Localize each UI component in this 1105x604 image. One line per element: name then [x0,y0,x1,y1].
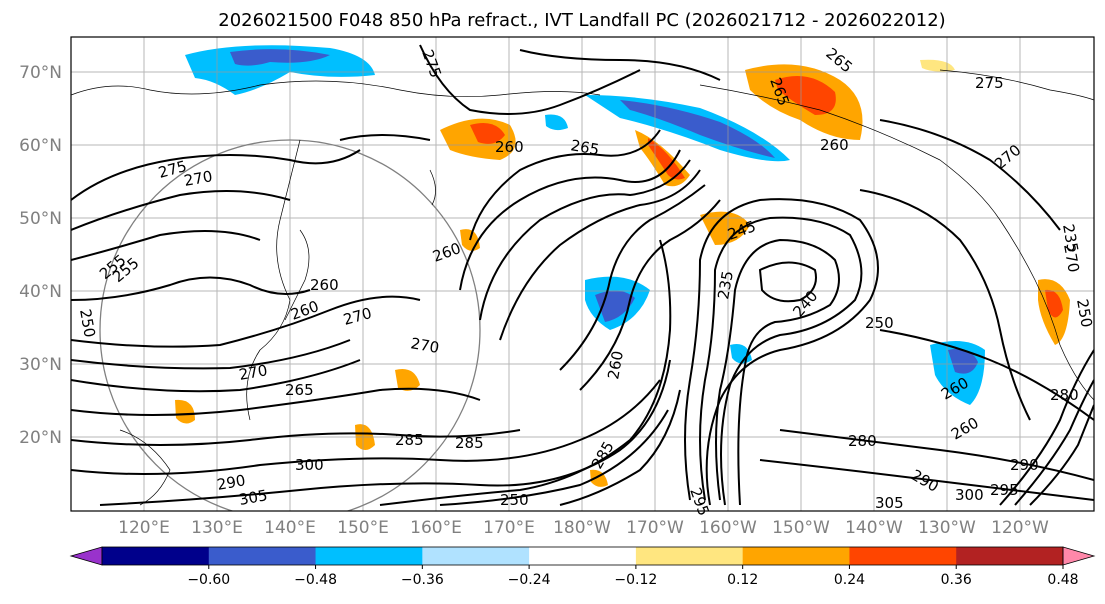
colorbar-tick-label: 0.48 [1047,572,1078,588]
lon-label: 140°E [264,518,316,538]
colorbar-tick-label: 0.36 [941,572,972,588]
lat-label: 30°N [19,355,62,375]
colorbar: −0.60 −0.48 −0.36 −0.24 −0.12 0.12 0.24 0.36 0.4… [69,546,1096,588]
lat-label: 40°N [19,282,62,302]
colorbar-bin [849,547,957,565]
lat-label: 50°N [19,209,62,229]
contour-label: 260 [310,276,339,294]
colorbar-extend-high [1062,546,1096,566]
contour-label: 260 [820,136,849,154]
contour-label: 250 [76,308,99,339]
lon-label: 130°W [918,518,976,538]
lon-label: 120°W [991,518,1049,538]
shade-navy-siberia [230,49,330,66]
contour-label: 265 [285,381,314,399]
contour-label: 270 [409,334,440,357]
contour-label: 250 [1073,298,1096,329]
colorbar-bin [635,547,744,565]
contour-label: 250 [500,491,529,509]
contour-label: 280 [1050,386,1079,404]
colorbar-tick-label: −0.12 [614,572,657,588]
contour-label: 260 [495,138,524,156]
shade-red-kamchatka [470,122,505,144]
contour-label: 250 [865,314,894,332]
contour-label: 290 [216,471,247,494]
shade-orange-sm4 [590,469,608,487]
shade-red-ridge [648,138,685,180]
contour-label: 260 [604,349,627,380]
contour-label: 305 [238,486,269,509]
contour-label: 285 [395,431,424,449]
contour-label: 280 [848,432,877,450]
colorbar-bin [315,547,423,565]
lat-label: 20°N [19,428,62,448]
colorbar-outline [101,546,1064,566]
shade-orange-wp2 [175,399,195,424]
colorbar-tick-label: −0.60 [187,572,230,588]
lon-label: 170°W [626,518,684,538]
lon-label: 160°W [699,518,757,538]
contour-label: 265 [569,136,600,159]
lon-label: 130°E [191,518,243,538]
colorbar-bin [422,547,530,565]
lat-label: 60°N [19,136,62,156]
coastlines [71,69,1094,506]
shade-orange-east1 [700,211,750,245]
lon-label: 120°E [118,518,170,538]
shade-navy-east [948,348,978,374]
contour-label: 275 [975,74,1004,92]
colorbar-bin [208,547,317,565]
shade-yellow-1 [920,59,955,72]
lon-label: 150°W [772,518,830,538]
shade-red-calif [1045,289,1063,318]
shade-red-gulf [775,76,836,115]
lon-label: 150°E [337,518,389,538]
chart-title: 2026021500 F048 850 hPa refract., IVT La… [218,10,945,31]
contour-label: 285 [455,434,484,452]
colorbar-tick-label: −0.24 [508,572,551,588]
colorbar-bin [742,547,850,565]
refractivity-contours [71,44,1094,506]
lat-label: 70°N [19,63,62,83]
lon-label: 140°W [845,518,903,538]
graticule [71,37,1094,511]
colorbar-tick-label: 0.24 [834,572,865,588]
colorbar-tick-label: −0.36 [401,572,444,588]
contour-label: 270 [1060,243,1083,274]
colorbar-bin [102,547,210,565]
shade-orange-wp1 [395,369,420,391]
longitude-labels: 120°E 130°E 140°E 150°E 160°E 170°E 180°… [118,518,1049,538]
map-frame [70,36,1095,512]
lon-label: 170°E [483,518,535,538]
contour-label: 305 [875,494,904,512]
colorbar-tick-label: −0.48 [294,572,337,588]
shade-navy-alaska [620,100,775,158]
lon-label: 160°E [410,518,462,538]
contour-label: 270 [238,361,269,384]
colorbar-bin [529,547,637,565]
colorbar-extend-low [69,546,103,566]
contour-label: 270 [183,167,214,190]
contour-label: 290 [1010,456,1039,474]
colorbar-bin [956,547,1064,565]
latitude-labels: 70°N 60°N 50°N 40°N 30°N 20°N [19,63,62,448]
lon-label: 180°W [553,518,611,538]
contour-label: 295 [990,481,1019,499]
range-ring [99,139,481,511]
shade-blue-small1 [545,114,568,131]
colorbar-tick-label: 0.12 [727,572,758,588]
contour-label: 300 [955,486,984,504]
contour-label: 235 [714,269,737,300]
contour-label: 235 [1059,223,1082,254]
contour-label: 300 [295,456,324,474]
